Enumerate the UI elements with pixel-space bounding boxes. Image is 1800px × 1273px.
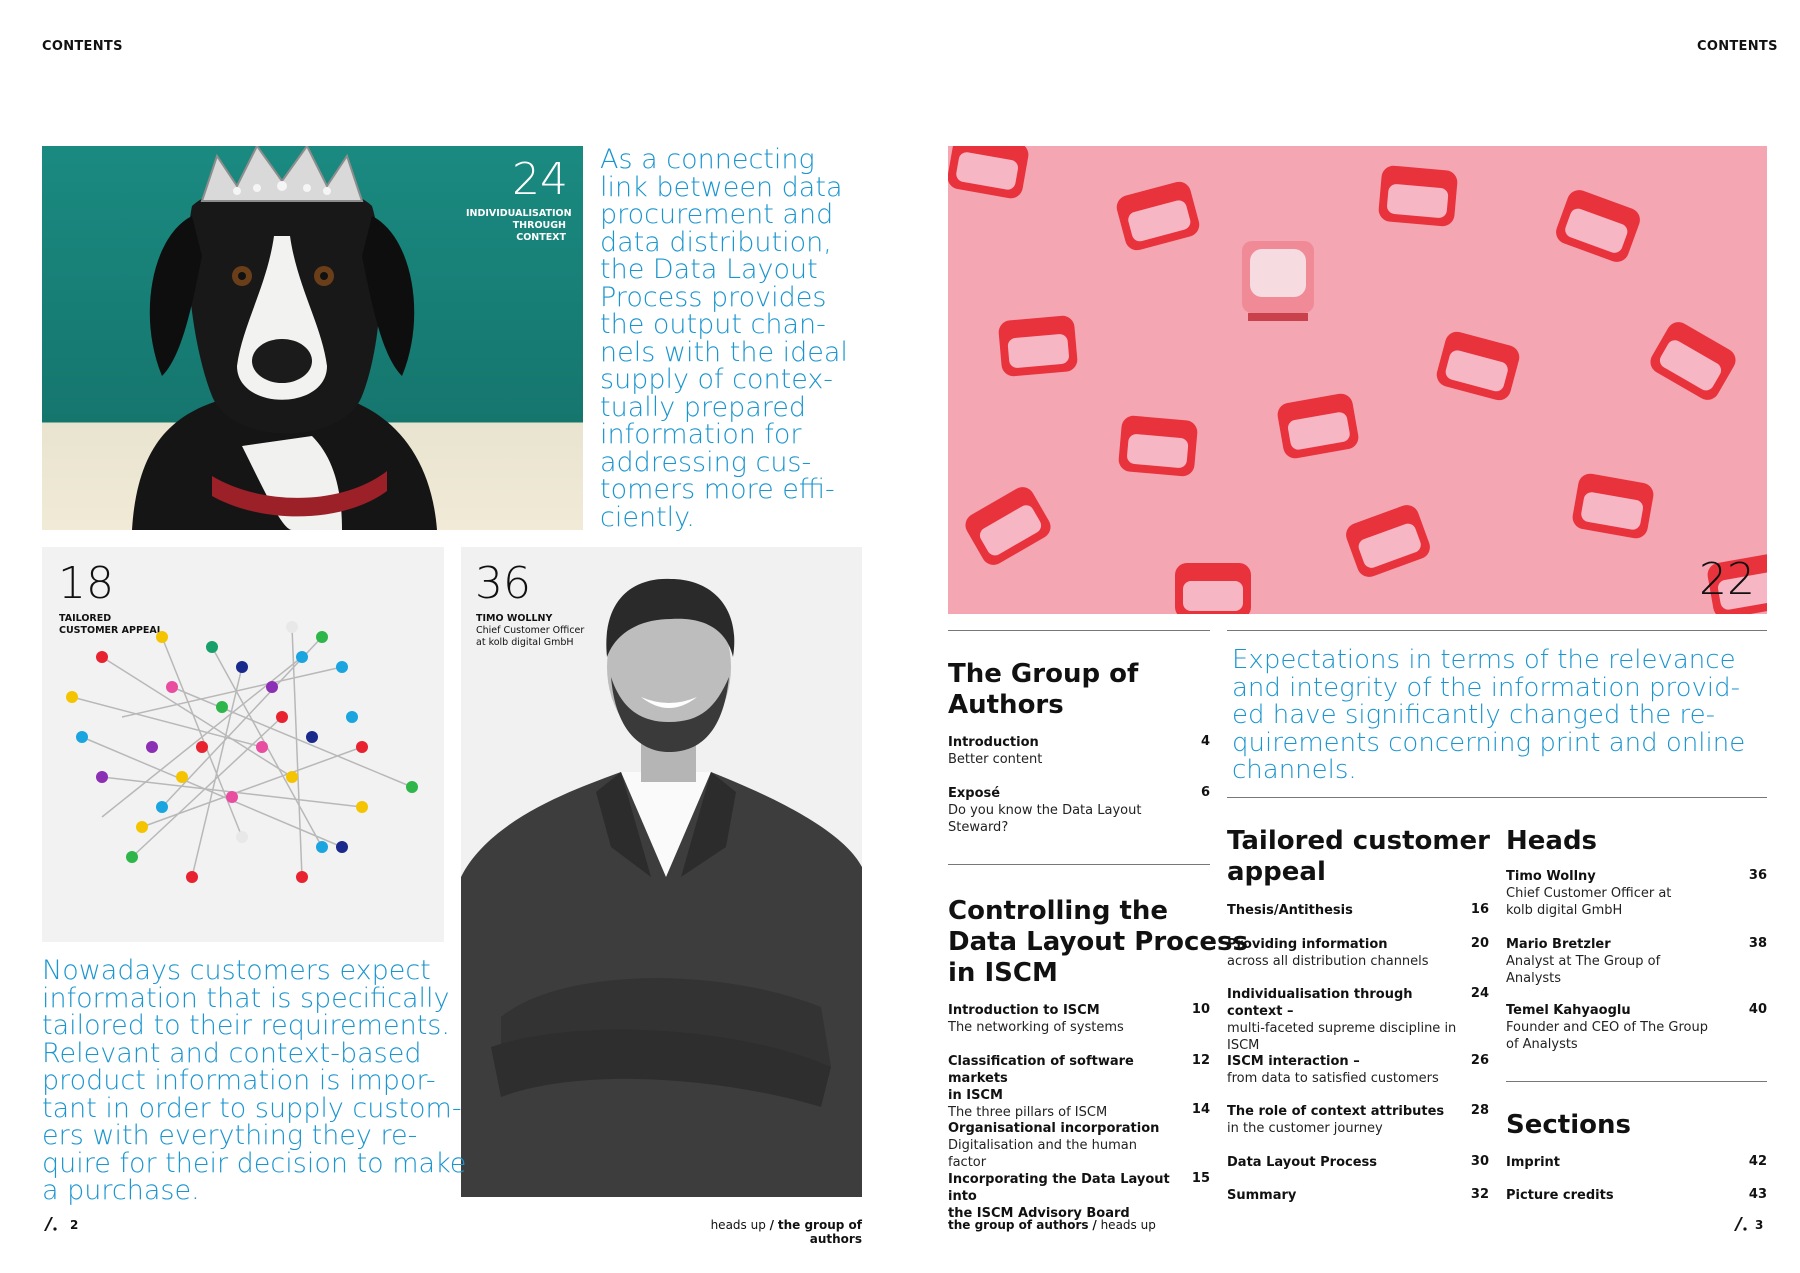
toc-page-number: 28	[1470, 1103, 1489, 1118]
tv-pattern-illustration	[948, 146, 1767, 614]
toc-page-number: 12	[1191, 1053, 1210, 1068]
toc-page-number: 4	[1200, 734, 1210, 749]
feature-number: 18	[58, 558, 114, 609]
toc-entry[interactable]: Timo Wollny Chief Customer Officer at ko…	[1506, 869, 1672, 918]
toc-page-number: 15	[1191, 1171, 1210, 1186]
toc-entry[interactable]: Imprint	[1506, 1155, 1561, 1170]
toc-page-number: 43	[1748, 1187, 1767, 1202]
toc-entry[interactable]: ISCM interaction – from data to satisfie…	[1227, 1054, 1439, 1086]
toc-entry[interactable]: Organisational incorporation Digitalisat…	[948, 1121, 1160, 1170]
left-running-footer: heads up / the group of authors	[710, 1218, 862, 1246]
left-page-number: 2	[70, 1218, 79, 1232]
toc-page-number: 10	[1191, 1002, 1210, 1017]
pins-illustration	[66, 621, 418, 883]
pull-quote-top: As a connecting link between data procur…	[600, 144, 848, 533]
toc-page-number: 32	[1470, 1187, 1489, 1202]
toc-entry[interactable]: Thesis/Antithesis	[1227, 903, 1353, 918]
feature-number: 36	[475, 558, 531, 609]
toc-entry[interactable]: Exposé Do you know the Data Layout Stewa…	[948, 786, 1142, 835]
toc-page-number: 38	[1748, 936, 1767, 951]
brand-logo-icon	[44, 1217, 57, 1231]
toc-entry[interactable]: Temel Kahyaoglu Founder and CEO of The G…	[1506, 1003, 1708, 1052]
person-illustration	[461, 578, 862, 1197]
toc-page-number: 40	[1748, 1002, 1767, 1017]
toc-entry[interactable]: The role of context attributes in the cu…	[1227, 1104, 1445, 1136]
feature-number: 24	[512, 154, 568, 205]
divider	[948, 864, 1210, 865]
toc-page-number: 42	[1748, 1154, 1767, 1169]
toc-entry[interactable]: Mario Bretzler Analyst at The Group of A…	[1506, 937, 1661, 986]
dog-feature-image[interactable]: 24 INDIVIDUALISATION THROUGH CONTEXT	[42, 146, 583, 530]
toc-page-number: 24	[1470, 986, 1489, 1001]
person-feature-image[interactable]: 36 TIMO WOLLNY Chief Customer Officer at…	[461, 547, 862, 1197]
toc-page-number: 16	[1470, 902, 1489, 917]
toc-section-title: Controlling the Data Layout Process in I…	[948, 896, 1249, 988]
toc-section-title: Heads	[1506, 826, 1598, 856]
toc-page-number: 30	[1470, 1154, 1489, 1169]
divider	[1506, 1081, 1767, 1082]
toc-page-number: 14	[1191, 1102, 1210, 1117]
toc-page-number: 20	[1470, 936, 1489, 951]
divider	[1227, 630, 1767, 631]
toc-entry[interactable]: Introduction to ISCM The networking of s…	[948, 1003, 1124, 1035]
toc-entry[interactable]: Summary	[1227, 1188, 1297, 1203]
toc-entry[interactable]: Individualisation through context – mult…	[1227, 987, 1457, 1053]
feature-number: 22	[1699, 554, 1755, 605]
toc-entry[interactable]: Incorporating the Data Layout into the I…	[948, 1172, 1170, 1221]
toc-entry[interactable]: Data Layout Process	[1227, 1155, 1378, 1170]
brand-logo-icon	[1734, 1217, 1747, 1231]
tv-feature-image[interactable]: 22	[948, 146, 1767, 614]
toc-page-number: 6	[1200, 785, 1210, 800]
toc-section-title: The Group of Authors	[948, 659, 1139, 720]
right-header: CONTENTS	[1697, 39, 1778, 54]
toc-page-number: 36	[1748, 868, 1767, 883]
right-running-footer: the group of authors / heads up	[948, 1218, 1156, 1232]
divider	[1227, 797, 1767, 798]
feature-caption: INDIVIDUALISATION THROUGH CONTEXT	[466, 208, 572, 243]
pull-quote-right: Expectations in terms of the relevance a…	[1232, 645, 1746, 785]
right-page-number: 3	[1755, 1218, 1764, 1232]
feature-caption: TAILORED CUSTOMER APPEAL	[59, 613, 163, 636]
pins-feature-image[interactable]: 18 TAILORED CUSTOMER APPEAL	[42, 547, 444, 942]
pull-quote-bottom: Nowadays customers expect information th…	[42, 955, 467, 1206]
toc-entry[interactable]: Introduction Better content	[948, 735, 1043, 767]
toc-page-number: 26	[1470, 1053, 1489, 1068]
toc-entry[interactable]: Picture credits	[1506, 1188, 1614, 1203]
dog-illustration	[132, 146, 437, 530]
divider	[948, 630, 1210, 631]
feature-caption: TIMO WOLLNY Chief Customer Officer at ko…	[476, 613, 585, 648]
toc-section-title: Sections	[1506, 1110, 1631, 1140]
toc-entry[interactable]: Classification of software markets in IS…	[948, 1054, 1134, 1120]
left-header: CONTENTS	[42, 39, 123, 54]
toc-entry[interactable]: Providing information across all distrib…	[1227, 937, 1429, 969]
toc-section-title: Tailored customer appeal	[1227, 826, 1490, 887]
